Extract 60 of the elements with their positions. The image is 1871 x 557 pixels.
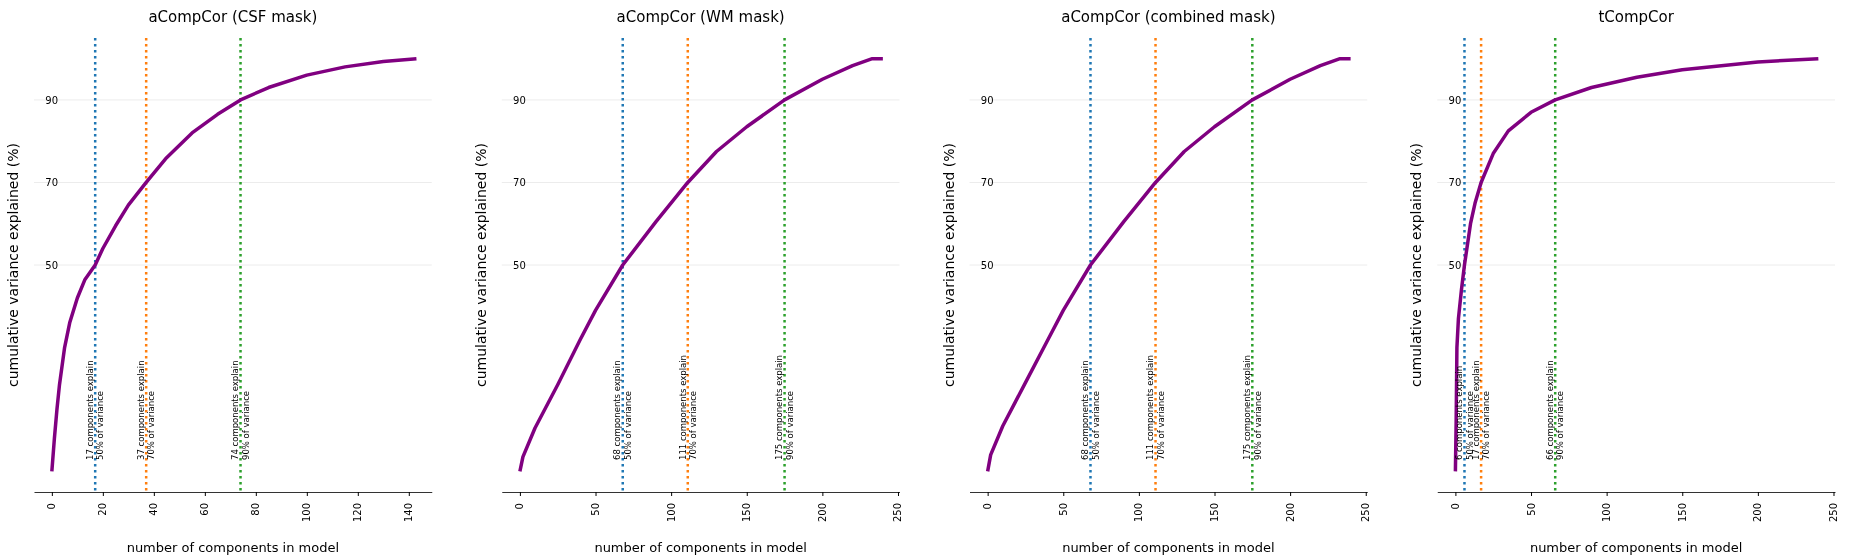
- ref-line-label: 17 components explain 50% of variance: [84, 360, 106, 460]
- x-tick-label: 50: [1525, 503, 1537, 516]
- y-tick-label: 50: [1448, 259, 1462, 271]
- x-tick-label: 150: [741, 503, 753, 523]
- y-tick-label: 70: [45, 177, 58, 189]
- x-tick-label: 250: [1827, 503, 1839, 523]
- x-tick-label: 100: [1601, 503, 1613, 523]
- y-axis-title: cumulative variance explained (%): [1408, 143, 1425, 387]
- x-tick-label: 250: [1360, 503, 1372, 523]
- x-axis-title: number of components in model: [1062, 540, 1275, 555]
- x-tick-label: 50: [590, 503, 602, 516]
- y-tick-label: 90: [45, 94, 58, 106]
- ref-line-label: 66 components explain 90% of variance: [1544, 360, 1566, 460]
- y-axis-title: cumulative variance explained (%): [5, 143, 21, 387]
- x-tick-label: 0: [982, 503, 994, 510]
- y-axis-title: cumulative variance explained (%): [472, 143, 489, 387]
- ref-line-label: 68 components explain 50% of variance: [1080, 360, 1101, 460]
- y-tick-label: 50: [980, 259, 994, 271]
- chart-title: aCompCor (WM mask): [616, 8, 785, 26]
- x-tick-label: 200: [1752, 503, 1764, 523]
- x-tick-label: 40: [148, 503, 160, 516]
- ref-line-label: 175 components explain 90% of variance: [774, 355, 795, 460]
- ref-line-label: 37 components explain 70% of variance: [135, 360, 157, 460]
- x-tick-label: 150: [1676, 503, 1688, 523]
- x-tick-label: 100: [1133, 503, 1145, 523]
- x-tick-label: 0: [1449, 503, 1461, 510]
- x-axis-title: number of components in model: [594, 540, 807, 555]
- x-tick-label: 200: [816, 503, 828, 523]
- x-tick-label: 60: [199, 503, 211, 516]
- x-axis-title: number of components in model: [1529, 540, 1743, 555]
- y-tick-label: 50: [513, 259, 526, 271]
- ref-line-label: 111 components explain 70% of variance: [1145, 355, 1166, 460]
- y-tick-label: 90: [980, 94, 994, 106]
- x-tick-label: 100: [665, 503, 677, 523]
- y-tick-label: 90: [513, 94, 526, 106]
- y-tick-label: 90: [1448, 94, 1462, 106]
- x-tick-label: 50: [1057, 503, 1069, 516]
- x-tick-label: 250: [892, 503, 904, 523]
- ref-line-label: 111 components explain 70% of variance: [677, 355, 699, 460]
- ref-line-label: 74 components explain 90% of variance: [230, 360, 251, 460]
- y-tick-label: 50: [45, 259, 58, 271]
- chart-title: tCompCor: [1598, 8, 1675, 26]
- x-tick-label: 0: [514, 503, 526, 510]
- y-tick-label: 70: [513, 177, 526, 189]
- y-tick-label: 70: [980, 177, 994, 189]
- chart-title: aCompCor (CSF mask): [148, 8, 318, 26]
- y-tick-label: 70: [1448, 177, 1462, 189]
- ref-line-label: 68 components explain 50% of variance: [612, 360, 633, 460]
- chart-title: aCompCor (combined mask): [1061, 8, 1276, 26]
- x-tick-label: 200: [1284, 503, 1296, 523]
- x-tick-label: 80: [250, 503, 262, 516]
- x-tick-label: 120: [352, 503, 364, 523]
- x-tick-label: 140: [403, 503, 415, 523]
- x-tick-label: 20: [97, 503, 109, 516]
- y-axis-title: cumulative variance explained (%): [940, 143, 957, 387]
- x-tick-label: 100: [301, 503, 313, 523]
- x-tick-label: 0: [46, 503, 58, 510]
- ref-line-label: 175 components explain 90% of variance: [1242, 355, 1263, 460]
- x-axis-title: number of components in model: [126, 540, 340, 555]
- x-tick-label: 150: [1209, 503, 1220, 523]
